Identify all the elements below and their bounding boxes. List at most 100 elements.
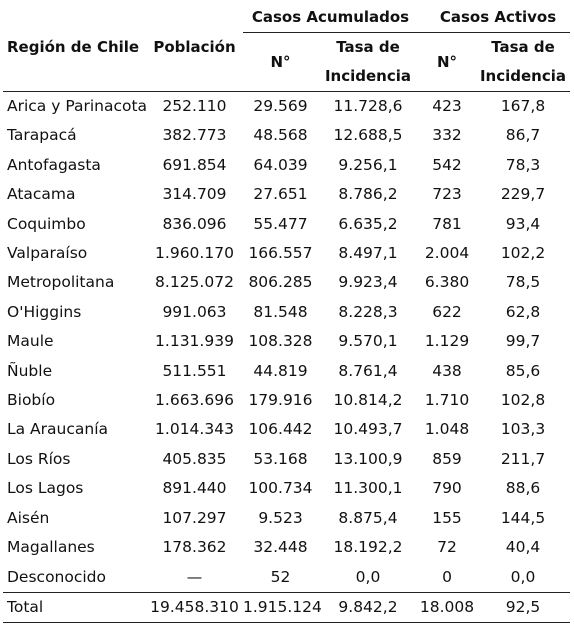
- cell-act-tasa: 144,5: [500, 508, 546, 527]
- cell-act-n: 72: [437, 538, 457, 557]
- total-acum-n: 1.915.124: [243, 591, 322, 624]
- cell-poblacion: 178.362: [162, 538, 227, 557]
- cell-poblacion: 405.835: [162, 449, 227, 468]
- cell-acum-n: 64.039: [253, 155, 308, 174]
- table-body: Arica y Parinacota 252.110 29.569 11.728,6 4…: [3, 92, 570, 593]
- total-act-tasa: 92,5: [476, 591, 570, 624]
- cell-act-tasa: 78,3: [505, 155, 541, 174]
- table-row: Valparaíso 1.960.170 166.557 8.497,1 2.004 10…: [3, 239, 570, 268]
- table-footer: Total 19.458.310 1.915.124 9.842,2 18.00…: [3, 591, 570, 624]
- cell-act-tasa: 103,3: [500, 420, 546, 439]
- table-row: O'Higgins 991.063 81.548 8.228,3 622 62,8: [3, 298, 570, 327]
- table-header: Región de Chile Población Casos Acumulad…: [3, 3, 570, 92]
- cell-poblacion: 1.014.343: [155, 420, 234, 439]
- cell-poblacion: 836.096: [162, 214, 227, 233]
- header-group-acumulados: Casos Acumulados: [243, 3, 418, 33]
- cell-acum-tasa: 0,0: [355, 567, 381, 586]
- table-row: Ñuble 511.551 44.819 8.761,4 438 85,6: [3, 357, 570, 386]
- cell-act-n: 542: [432, 155, 462, 174]
- cell-act-n: 2.004: [424, 244, 470, 263]
- cell-act-n: 723: [432, 185, 462, 204]
- covid-cases-table: Región de Chile Población Casos Acumulad…: [3, 3, 570, 624]
- cell-acum-tasa: 18.192,2: [333, 538, 403, 557]
- cell-act-tasa: 88,6: [505, 479, 541, 498]
- cell-region: Aisén: [7, 508, 50, 527]
- cell-act-tasa: 167,8: [500, 97, 546, 115]
- cell-acum-tasa: 8.786,2: [338, 185, 398, 204]
- cell-poblacion: 511.551: [162, 361, 227, 380]
- cell-act-n: 155: [432, 508, 462, 527]
- table-row: Atacama 314.709 27.651 8.786,2 723 229,7: [3, 180, 570, 209]
- cell-act-n: 1.710: [424, 391, 470, 410]
- cell-region: Los Lagos: [7, 479, 84, 498]
- header-act-tasa-line2: Incidencia: [476, 62, 570, 92]
- cell-act-n: 332: [432, 126, 462, 145]
- cell-region: Arica y Parinacota: [7, 97, 148, 115]
- cell-region: Magallanes: [7, 538, 95, 557]
- cell-poblacion: 1.960.170: [155, 244, 234, 263]
- cell-acum-n: 53.168: [253, 449, 308, 468]
- header-act-n: N°: [418, 32, 476, 92]
- cell-region: Biobío: [7, 391, 56, 410]
- cell-region: Coquimbo: [7, 214, 86, 233]
- cell-acum-n: 48.568: [253, 126, 308, 145]
- cell-acum-n: 100.734: [248, 479, 313, 498]
- cell-act-n: 790: [432, 479, 462, 498]
- table-row: Magallanes 178.362 32.448 18.192,2 72 40,4: [3, 533, 570, 562]
- table-row: Biobío 1.663.696 179.916 10.814,2 1.710 102,8: [3, 386, 570, 415]
- cell-act-tasa: 78,5: [505, 273, 541, 292]
- header-acum-tasa-line1: Tasa de: [336, 38, 400, 56]
- cell-act-tasa: 85,6: [505, 361, 541, 380]
- cell-act-tasa: 229,7: [500, 185, 546, 204]
- cell-acum-tasa: 6.635,2: [338, 214, 398, 233]
- table-row: Maule 1.131.939 108.328 9.570,1 1.129 99,7: [3, 327, 570, 356]
- cell-act-n: 622: [432, 302, 462, 321]
- cell-region: Desconocido: [7, 567, 107, 586]
- table-row: Arica y Parinacota 252.110 29.569 11.728,6 4…: [3, 92, 570, 122]
- cell-region: O'Higgins: [7, 302, 82, 321]
- table-row: Los Lagos 891.440 100.734 11.300,1 790 88,6: [3, 474, 570, 503]
- cell-acum-n: 179.916: [248, 391, 313, 410]
- cell-acum-tasa: 12.688,5: [333, 126, 403, 145]
- covid-cases-table-container: Región de Chile Población Casos Acumulad…: [3, 3, 570, 624]
- cell-region: Metropolitana: [7, 273, 115, 292]
- cell-act-tasa: 99,7: [505, 332, 541, 351]
- cell-acum-tasa: 9.256,1: [338, 155, 398, 174]
- table-row: Metropolitana 8.125.072 806.285 9.923,4 6.38…: [3, 268, 570, 297]
- cell-region: La Araucanía: [7, 420, 109, 439]
- cell-poblacion: 382.773: [162, 126, 227, 145]
- header-group-activos: Casos Activos: [418, 3, 570, 33]
- total-acum-tasa: 9.842,2: [318, 591, 418, 624]
- cell-act-n: 0: [442, 567, 452, 586]
- cell-region: Maule: [7, 332, 54, 351]
- cell-region: Tarapacá: [7, 126, 77, 145]
- header-acum-tasa-line2: Incidencia: [318, 62, 418, 92]
- table-row: La Araucanía 1.014.343 106.442 10.493,7 1.04…: [3, 415, 570, 444]
- cell-acum-tasa: 8.497,1: [338, 244, 398, 263]
- cell-act-n: 1.048: [424, 420, 470, 439]
- cell-acum-tasa: 9.570,1: [338, 332, 398, 351]
- cell-region: Atacama: [7, 185, 76, 204]
- cell-acum-tasa: 10.493,7: [333, 420, 403, 439]
- cell-act-n: 1.129: [424, 332, 470, 351]
- table-row: Los Ríos 405.835 53.168 13.100,9 859 211,7: [3, 445, 570, 474]
- cell-act-tasa: 62,8: [505, 302, 541, 321]
- cell-acum-n: 108.328: [248, 332, 313, 351]
- cell-poblacion: 991.063: [162, 302, 227, 321]
- cell-act-n: 438: [432, 361, 462, 380]
- cell-acum-tasa: 9.923,4: [338, 273, 398, 292]
- cell-region: Los Ríos: [7, 449, 71, 468]
- cell-poblacion: 1.663.696: [155, 391, 234, 410]
- cell-region: Ñuble: [7, 361, 53, 380]
- cell-poblacion: 252.110: [162, 97, 227, 115]
- header-act-tasa-line1: Tasa de: [491, 38, 555, 56]
- cell-poblacion: 891.440: [162, 479, 227, 498]
- cell-poblacion: —: [186, 567, 203, 586]
- table-row: Desconocido — 52 0,0 0 0,0: [3, 563, 570, 593]
- table-row: Antofagasta 691.854 64.039 9.256,1 542 78,3: [3, 151, 570, 180]
- header-acum-n: N°: [243, 32, 318, 92]
- cell-acum-n: 27.651: [253, 185, 308, 204]
- cell-acum-tasa: 13.100,9: [333, 449, 403, 468]
- total-poblacion: 19.458.310: [146, 591, 243, 624]
- cell-poblacion: 691.854: [162, 155, 227, 174]
